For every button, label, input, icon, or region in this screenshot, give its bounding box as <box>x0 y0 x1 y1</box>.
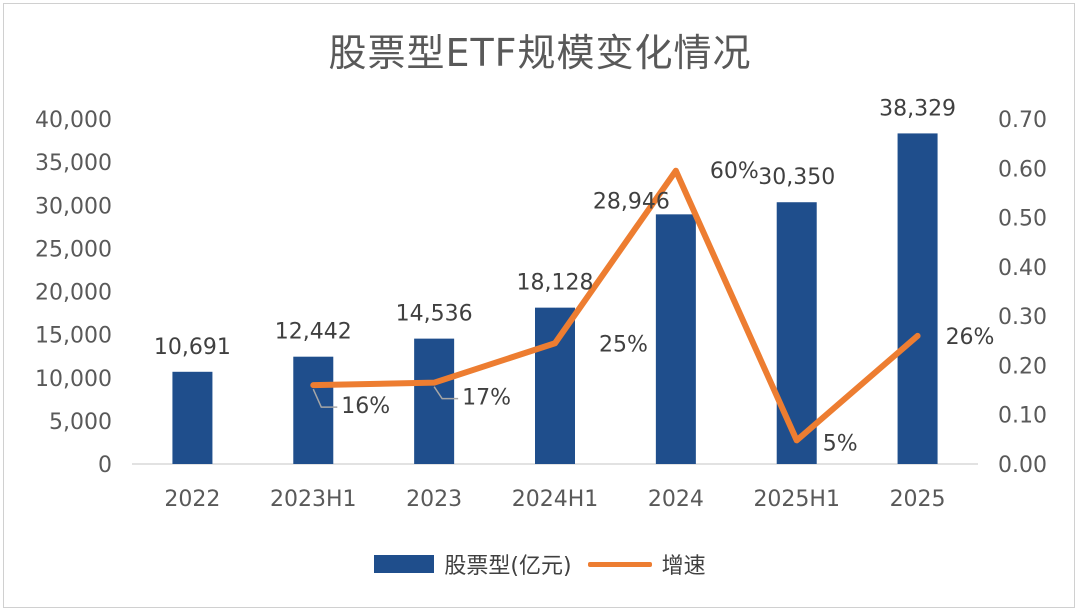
chart-frame <box>3 3 1075 608</box>
legend-item-bar: 股票型(亿元) <box>374 548 572 580</box>
bar <box>293 356 334 464</box>
bar-data-label: 14,536 <box>396 302 473 327</box>
right-tick-label: 0.10 <box>998 404 1047 429</box>
legend-item-line: 增速 <box>587 548 706 580</box>
label-leader-lines <box>312 386 459 408</box>
x-tick-label: 2022 <box>164 487 220 512</box>
x-tick-label: 2024H1 <box>512 487 599 512</box>
x-axis-tick-labels: 2022 2023H1 2023 2024H1 2024 2025H1 2025 <box>164 487 945 512</box>
chart-title: 股票型ETF规模变化情况 <box>328 31 752 75</box>
line-series <box>310 167 921 444</box>
line-data-label: 5% <box>823 431 858 456</box>
left-tick-label: 30,000 <box>35 194 112 219</box>
x-tick-label: 2023 <box>406 487 462 512</box>
line-data-label: 60% <box>710 159 759 184</box>
line-data-label: 25% <box>599 332 648 357</box>
bar-data-label: 10,691 <box>154 335 231 360</box>
left-tick-label: 20,000 <box>35 281 112 306</box>
bar <box>172 371 213 464</box>
right-tick-label: 0.30 <box>998 305 1047 330</box>
left-tick-label: 0 <box>98 453 112 478</box>
x-tick-label: 2024 <box>648 487 704 512</box>
bar-series <box>172 133 938 465</box>
right-tick-label: 0.20 <box>998 354 1047 379</box>
legend-label-bar: 股票型(亿元) <box>444 554 572 579</box>
legend-swatch-bar <box>374 555 435 573</box>
bar-data-label: 12,442 <box>275 320 352 345</box>
bar-data-label: 30,350 <box>758 165 835 190</box>
left-tick-label: 25,000 <box>35 237 112 262</box>
bar <box>414 338 455 464</box>
line-data-label: 26% <box>946 325 995 350</box>
label-leader <box>312 388 338 408</box>
legend-label-line: 增速 <box>661 554 706 579</box>
legend: 股票型(亿元) 增速 <box>0 548 1080 580</box>
x-tick-label: 2025H1 <box>753 487 840 512</box>
bar-data-label: 38,329 <box>879 96 956 121</box>
bar-data-label: 28,946 <box>593 189 670 214</box>
bar-data-label: 18,128 <box>517 271 594 296</box>
x-tick-label: 2025 <box>890 487 946 512</box>
right-tick-label: 0.50 <box>998 207 1047 232</box>
right-axis-ticks: 0.00 0.10 0.20 0.30 0.40 0.50 0.60 0.70 <box>998 108 1047 478</box>
left-tick-label: 15,000 <box>35 324 112 349</box>
bar <box>655 214 696 464</box>
left-tick-label: 40,000 <box>35 108 112 133</box>
growth-line <box>310 167 921 444</box>
bar <box>776 202 817 464</box>
bar <box>897 133 938 465</box>
x-tick-label: 2023H1 <box>270 487 357 512</box>
left-tick-label: 10,000 <box>35 367 112 392</box>
right-tick-label: 0.60 <box>998 157 1047 182</box>
line-data-label: 17% <box>462 386 511 411</box>
bar <box>535 307 575 464</box>
legend-swatch-line <box>587 561 652 567</box>
line-data-labels: 16% 17% 25% 60% 5% 26% <box>341 159 994 457</box>
line-data-label: 16% <box>341 394 390 419</box>
label-leader <box>433 386 459 400</box>
left-tick-label: 35,000 <box>35 151 112 176</box>
bar-data-labels: 10,691 12,442 14,536 18,128 28,946 30,350 38,3… <box>154 96 956 359</box>
right-tick-label: 0.40 <box>998 256 1047 281</box>
right-tick-label: 0.00 <box>998 453 1047 478</box>
right-tick-label: 0.70 <box>998 108 1047 133</box>
left-tick-label: 5,000 <box>49 410 112 435</box>
left-axis-ticks: 0 5,000 10,000 15,000 20,000 25,000 30,000 35,0… <box>35 108 112 478</box>
